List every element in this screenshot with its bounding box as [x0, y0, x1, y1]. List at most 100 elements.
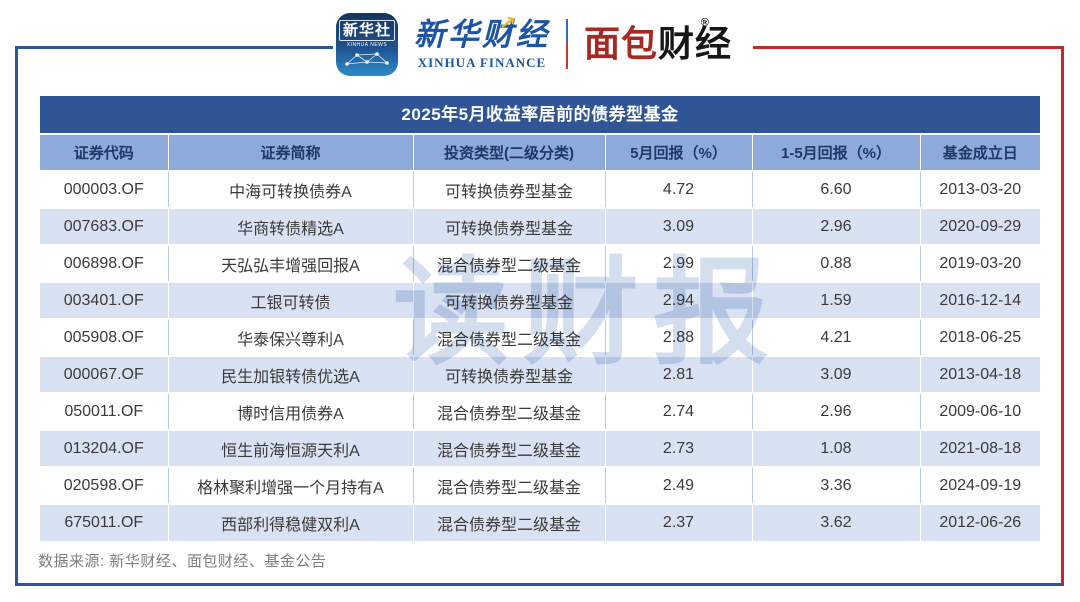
table-cell: 000067.OF [40, 355, 169, 393]
logo-strip: 新华社 XINHUA NEWS ↗ 新华财经 XINHUA FINANCE [0, 6, 1080, 82]
table-cell: 3.09 [752, 355, 921, 393]
table-cell: 2019-03-20 [920, 244, 1040, 282]
table-cell: 混合债券型二级基金 [413, 392, 606, 430]
table-cell: 2020-09-29 [920, 207, 1040, 245]
table-cell: 民生加银转债优选A [168, 355, 414, 393]
table-cell: 2.49 [605, 466, 753, 504]
table-cell: 可转换债券型基金 [413, 281, 606, 319]
table-body: 000003.OF 中海可转换债券A 可转换债券型基金 4.72 6.60 2013-03… [40, 170, 1040, 541]
table-cell: 005908.OF [40, 318, 169, 356]
table-row: 000067.OF 民生加银转债优选A 可转换债券型基金 2.81 3.09 2013-0… [40, 355, 1040, 393]
column-header: 投资类型(二级分类) [413, 133, 606, 171]
table-cell: 西部利得稳健双利A [168, 503, 414, 541]
mianbao-finance-cn-red: 面包 [583, 23, 658, 64]
table-cell: 2.74 [605, 392, 753, 430]
table-row: 003401.OF 工银可转债 可转换债券型基金 2.94 1.59 2016-12-14 [40, 281, 1040, 319]
column-header: 1-5月回报（%） [752, 133, 921, 171]
registered-trademark-icon: ® [700, 17, 711, 29]
table-cell: 3.36 [752, 466, 921, 504]
table-cell: 2016-12-14 [920, 281, 1040, 319]
table-cell: 007683.OF [40, 207, 169, 245]
table-cell: 中海可转换债券A [168, 170, 414, 208]
table-cell: 000003.OF [40, 170, 169, 208]
table-row: 675011.OF 西部利得稳健双利A 混合债券型二级基金 2.37 3.62 2012-… [40, 503, 1040, 541]
table-header-row: 证券代码 证券简称 投资类型(二级分类) 5月回报（%） 1-5月回报（%） 基金成立日 [40, 133, 1040, 171]
table-cell: 013204.OF [40, 429, 169, 467]
table-cell: 2013-04-18 [920, 355, 1040, 393]
table-cell: 2.99 [605, 244, 753, 282]
data-source-note: 数据来源: 新华财经、面包财经、基金公告 [38, 553, 327, 570]
table-cell: 混合债券型二级基金 [413, 244, 606, 282]
xinhua-finance-en: XINHUA FINANCE [417, 54, 547, 70]
table-cell: 2.96 [752, 392, 921, 430]
table-cell: 可转换债券型基金 [413, 355, 606, 393]
mianbao-finance-logo: 面包财经 ® [583, 18, 744, 64]
table-cell: 混合债券型二级基金 [413, 318, 606, 356]
table-cell: 混合债券型二级基金 [413, 503, 606, 541]
xinhua-news-app-icon: 新华社 XINHUA NEWS [335, 12, 398, 76]
table-cell: 混合债券型二级基金 [413, 429, 606, 467]
table-row: 000003.OF 中海可转换债券A 可转换债券型基金 4.72 6.60 2013-03… [40, 170, 1040, 208]
table-row: 007683.OF 华商转债精选A 可转换债券型基金 3.09 2.96 2020-09-… [40, 207, 1040, 245]
table-cell: 2021-08-18 [920, 429, 1040, 467]
table-cell: 2.73 [605, 429, 753, 467]
table-row: 050011.OF 博时信用债券A 混合债券型二级基金 2.74 2.96 2009-06… [40, 392, 1040, 430]
table-cell: 3.09 [605, 207, 753, 245]
table-cell: 混合债券型二级基金 [413, 466, 606, 504]
table-cell: 工银可转债 [168, 281, 414, 319]
lightning-accent-icon: ↗ [497, 11, 518, 36]
frame-border-left [15, 46, 18, 586]
table-row: 013204.OF 恒生前海恒源天利A 混合债券型二级基金 2.73 1.08 2021-… [40, 429, 1040, 467]
table-cell: 2.81 [605, 355, 753, 393]
table-cell: 可转换债券型基金 [413, 207, 606, 245]
table-cell: 2018-06-25 [920, 318, 1040, 356]
table-cell: 可转换债券型基金 [413, 170, 606, 208]
table-cell: 003401.OF [40, 281, 169, 319]
frame-border-top-left [15, 46, 333, 49]
table-cell: 华商转债精选A [168, 207, 414, 245]
table-cell: 华泰保兴尊利A [168, 318, 414, 356]
fund-table: 证券代码 证券简称 投资类型(二级分类) 5月回报（%） 1-5月回报（%） 基金成立日 … [40, 133, 1040, 541]
table-cell: 恒生前海恒源天利A [168, 429, 414, 467]
frame-border-right [1061, 46, 1064, 586]
logo-divider [565, 19, 568, 69]
table-row: 005908.OF 华泰保兴尊利A 混合债券型二级基金 2.88 4.21 2018-06… [40, 318, 1040, 356]
column-header: 5月回报（%） [605, 133, 753, 171]
table-cell: 675011.OF [40, 503, 169, 541]
table-cell: 1.08 [752, 429, 921, 467]
table-cell: 3.62 [752, 503, 921, 541]
table-cell: 006898.OF [40, 244, 169, 282]
xinhua-news-icon-label: 新华社 [338, 19, 395, 41]
table-title: 2025年5月收益率居前的债券型基金 [40, 96, 1040, 133]
table-cell: 4.72 [605, 170, 753, 208]
mianbao-finance-cn-black: 财经 [658, 23, 733, 64]
table-cell: 博时信用债券A [168, 392, 414, 430]
frame-border-top-right [753, 46, 1064, 49]
xinhua-finance-logo: ↗ 新华财经 XINHUA FINANCE [413, 11, 550, 70]
table-cell: 050011.OF [40, 392, 169, 430]
table-cell: 2.37 [605, 503, 753, 541]
xinhua-finance-cn: 新华财经 [413, 16, 550, 53]
table-cell: 2024-09-19 [920, 466, 1040, 504]
network-constellation-icon [345, 51, 389, 66]
table-cell: 6.60 [752, 170, 921, 208]
table-row: 006898.OF 天弘弘丰增强回报A 混合债券型二级基金 2.99 0.88 2019-… [40, 244, 1040, 282]
table-cell: 2.96 [752, 207, 921, 245]
table-row: 020598.OF 格林聚利增强一个月持有A 混合债券型二级基金 2.49 3.36 20… [40, 466, 1040, 504]
column-header: 证券代码 [40, 133, 169, 171]
column-header: 基金成立日 [920, 133, 1040, 171]
table-cell: 2009-06-10 [920, 392, 1040, 430]
table-cell: 1.59 [752, 281, 921, 319]
table-cell: 020598.OF [40, 466, 169, 504]
xinhua-news-icon-sublabel: XINHUA NEWS [346, 41, 388, 48]
table-cell: 4.21 [752, 318, 921, 356]
frame-border-bottom [15, 583, 1064, 586]
table-cell: 天弘弘丰增强回报A [168, 244, 414, 282]
column-header: 证券简称 [168, 133, 414, 171]
table-cell: 0.88 [752, 244, 921, 282]
table-cell: 2.88 [605, 318, 753, 356]
fund-table-container: 2025年5月收益率居前的债券型基金 证券代码 证券简称 投资类型(二级分类) 5月回… [40, 96, 1040, 541]
table-cell: 2012-06-26 [920, 503, 1040, 541]
table-cell: 格林聚利增强一个月持有A [168, 466, 414, 504]
